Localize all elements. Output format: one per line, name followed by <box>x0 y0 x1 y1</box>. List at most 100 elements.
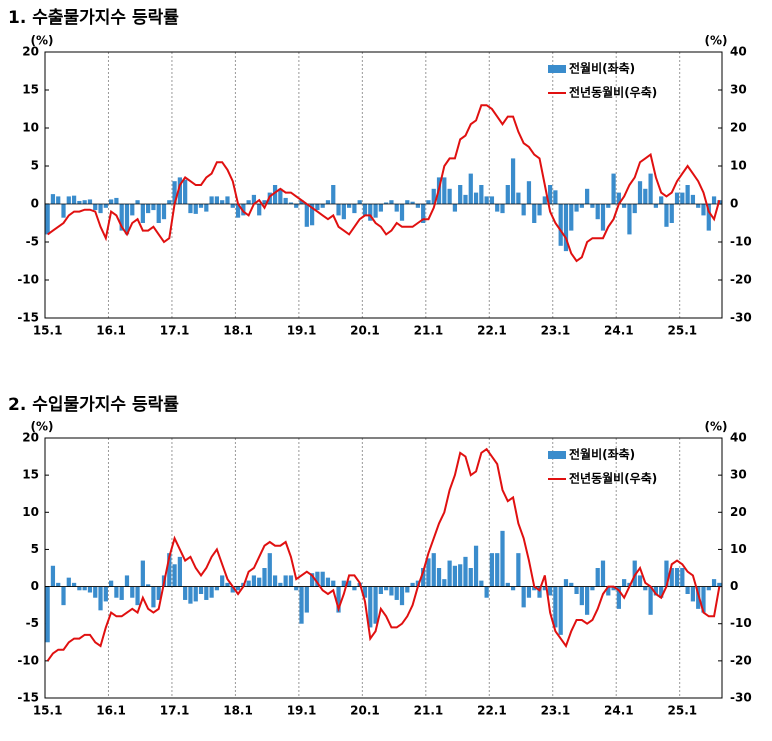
x-tick-label: 23.1 <box>541 704 571 718</box>
bar <box>230 204 235 208</box>
bar <box>659 196 664 204</box>
bar <box>637 181 643 204</box>
bar <box>505 185 510 204</box>
y2-tick-label: 20 <box>730 505 747 519</box>
bar <box>146 584 151 587</box>
bar <box>288 575 294 587</box>
bar <box>283 197 288 204</box>
bar <box>479 185 484 204</box>
y-tick-label: 0 <box>31 197 39 211</box>
legend-label: 전년동월비(우축) <box>569 471 657 486</box>
bar <box>653 204 659 208</box>
bar <box>331 185 336 204</box>
bar <box>204 204 209 212</box>
bar <box>489 196 495 204</box>
plot-frame <box>44 51 723 319</box>
bar <box>357 200 362 204</box>
bar <box>452 204 458 212</box>
y-tick-label: 20 <box>22 431 39 445</box>
bar <box>399 586 405 606</box>
x-tick-label: 20.1 <box>350 704 380 718</box>
bar <box>489 553 495 587</box>
bar <box>637 575 643 587</box>
x-tick-label: 16.1 <box>96 704 126 718</box>
bar <box>384 586 389 591</box>
bar <box>209 586 214 598</box>
x-tick-label: 17.1 <box>160 324 190 338</box>
y2-tick-label: 30 <box>730 83 747 97</box>
bar <box>214 586 220 591</box>
bar <box>156 204 161 223</box>
chart-title: 1. 수출물가지수 등락률 <box>8 8 179 28</box>
bar <box>352 586 357 591</box>
bar <box>696 586 701 609</box>
bar <box>130 586 135 598</box>
bar <box>458 564 463 587</box>
bar <box>331 580 336 587</box>
bar <box>278 188 283 204</box>
bar <box>183 586 188 600</box>
bar <box>198 204 204 208</box>
bar <box>320 204 325 208</box>
bar <box>410 201 415 204</box>
bar <box>690 586 696 602</box>
bar <box>246 580 251 587</box>
bar <box>188 204 193 214</box>
bar <box>82 200 87 204</box>
bar <box>532 586 537 591</box>
bar <box>505 582 510 587</box>
bar <box>135 586 140 606</box>
x-tick-label: 18.1 <box>223 704 253 718</box>
bar <box>436 568 442 587</box>
bar <box>77 586 82 591</box>
bar <box>204 586 209 600</box>
y-tick-label: -15 <box>17 691 39 705</box>
bar <box>685 586 690 594</box>
bar <box>56 582 61 587</box>
bar <box>595 568 600 587</box>
y-tick-label: -15 <box>17 311 39 325</box>
y2-tick-label: -20 <box>730 653 752 667</box>
bar <box>399 204 405 221</box>
y2-tick-label: -10 <box>730 616 752 630</box>
bar <box>151 204 156 211</box>
bar <box>447 188 452 204</box>
bar <box>717 582 722 587</box>
bar <box>98 204 103 214</box>
bar <box>368 586 373 628</box>
line-series <box>47 104 721 263</box>
y2-tick-label: 30 <box>730 468 747 482</box>
bar <box>648 586 653 615</box>
bar <box>347 204 352 208</box>
bar <box>579 586 584 606</box>
y-tick-label: 10 <box>22 505 39 519</box>
bar <box>415 204 420 208</box>
bar <box>452 565 458 587</box>
y2-tick-label: 0 <box>730 197 738 211</box>
bar <box>214 196 220 204</box>
bar <box>304 586 309 613</box>
bar <box>325 577 331 587</box>
bar <box>251 575 257 587</box>
bar <box>664 560 669 587</box>
bar <box>479 580 484 587</box>
bar <box>463 194 468 204</box>
bar <box>315 571 320 587</box>
y-tick-label: 5 <box>31 542 39 556</box>
legend-label: 전년동월비(우축) <box>569 85 657 100</box>
bar <box>188 586 193 604</box>
bar <box>669 568 674 587</box>
x-tick-label: 15.1 <box>33 324 63 338</box>
bar <box>235 586 241 591</box>
bar <box>442 579 447 587</box>
bar <box>426 200 431 204</box>
bar <box>643 586 648 591</box>
bar <box>711 196 717 204</box>
bar <box>674 192 680 204</box>
y-tick-label: -10 <box>17 653 39 667</box>
bar <box>500 530 505 587</box>
bar <box>241 204 246 216</box>
bar <box>267 553 272 587</box>
bar <box>124 204 130 235</box>
